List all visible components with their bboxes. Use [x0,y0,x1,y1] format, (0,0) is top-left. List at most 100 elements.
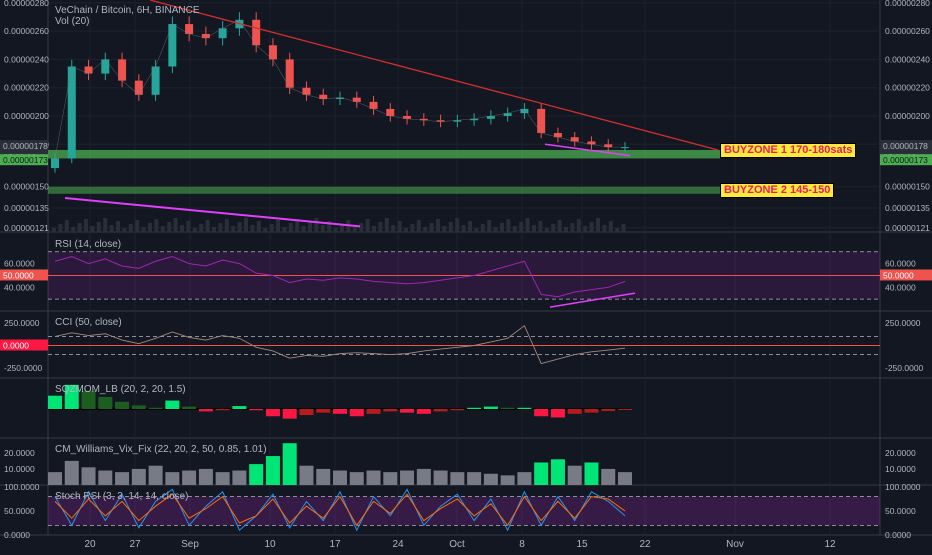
left-rsi-midline-tag: 50.0000 [3,270,34,280]
vix-bar [450,472,465,485]
volume-bar [71,227,76,232]
volume-bar [160,226,165,232]
buyzone-2-band [48,186,720,194]
candle-body [319,94,328,100]
left-stochrsi-tick-label: 50.0000 [4,506,35,516]
volume-bar [455,218,460,232]
sqzmom-bar [265,409,280,417]
volume-bar [448,222,453,232]
vix-bar [81,467,96,485]
candle-body [101,59,110,74]
volume-bar [237,222,242,232]
volume-bar [320,225,325,232]
x-axis-tick-label: Oct [449,539,465,550]
volume-bar [410,224,415,232]
x-axis-tick-label: 20 [84,539,96,550]
sqzmom-bar [198,409,213,412]
left-price-tick-label: 0.00000121 [4,223,49,233]
right-current-price-tag: 0.00000178 [883,141,928,151]
sqzmom-bar [115,401,130,409]
sqzmom-bar [618,409,632,410]
left-vix-tick-label: 20.0000 [4,448,35,458]
volume-bar [500,223,504,232]
volume-bar [391,225,396,232]
volume-bar [224,219,229,232]
volume-bar [64,220,69,232]
x-axis-tick-label: 10 [264,539,276,550]
volume-bar [468,221,472,232]
right-price-tick-label: 0.00000200 [885,111,930,121]
right-rsi-tick-label: 40.0000 [885,282,916,292]
candle-body [67,66,76,159]
vix-pane-title: CM_Williams_Vix_Fix (22, 20, 2, 50, 0.85… [55,444,267,455]
x-axis-tick-label: 27 [129,539,141,550]
vix-bar [483,473,498,485]
sqzmom-bar [48,395,62,409]
volume-bar [397,221,402,232]
left-cci-tick-label: 250.0000 [4,318,40,328]
cci-pane-title: CCI (50, close) [55,317,122,328]
vix-bar [500,475,515,485]
volume-bar [589,222,594,232]
left-stochrsi-tick-label: 0.0000 [4,530,30,540]
volume-bar [461,225,466,232]
vix-bar [48,472,62,485]
left-stochrsi-tick-label: 100.0000 [4,482,40,492]
sqzmom-bar [366,409,381,414]
volume-indicator-label: Vol (20) [55,16,90,27]
right-stochrsi-tick-label: 0.0000 [885,530,911,540]
candle-body [570,137,579,142]
vix-bar [249,464,264,485]
candle-body [134,80,143,95]
volume-bar [167,222,172,232]
volume-bar [141,227,146,232]
volume-bar [122,228,127,232]
right-zone-price-tag: 0.00000173 [883,155,928,165]
chart-symbol-title: VeChain / Bitcoin, 6H, BINANCE [55,5,200,16]
sqzmom-bar [215,409,230,411]
volume-bar [333,228,338,232]
sqzmom-bar [131,405,146,409]
candle-body [486,116,495,119]
volume-trendline [64,197,361,228]
volume-bar [327,221,332,232]
volume-bar [544,228,549,232]
vix-bar [64,460,79,485]
price-support-trendline [544,143,631,157]
candle-body [302,87,311,95]
right-rsi-midline-tag-bg [880,269,932,281]
left-zone-price-tag-bg [0,154,48,166]
left-price-tick-label: 0.00000260 [4,26,49,36]
volume-bar [538,221,543,232]
volume-bar [423,227,428,232]
volume-bar [429,223,434,232]
volume-bar [442,226,447,232]
volume-bar [436,219,440,232]
vix-bar [383,472,398,485]
volume-bar [525,218,530,232]
left-rsi-midline-tag-bg [0,269,48,281]
volume-bar [282,227,287,232]
volume-bar [314,218,319,232]
volume-bar [487,220,492,232]
volume-bar [480,224,485,232]
volume-bar [231,226,236,232]
sqzmom-bar [467,407,482,409]
buyzone-1-band [48,149,720,159]
volume-bar [512,226,517,232]
left-current-price-tag-bg [0,140,48,152]
vix-bar [182,470,197,485]
volume-bar [416,220,421,232]
vix-bar [534,462,549,485]
vix-bar [148,465,163,485]
volume-bar [256,221,261,232]
volume-bar [308,222,312,232]
right-cci-tick-label: 250.0000 [885,318,921,328]
candle-body [403,116,412,119]
sqzmom-bar [550,409,565,418]
sqzmom-bar [517,407,532,409]
right-stochrsi-tick-label: 100.0000 [885,482,921,492]
x-axis-tick-label: Nov [726,539,744,550]
